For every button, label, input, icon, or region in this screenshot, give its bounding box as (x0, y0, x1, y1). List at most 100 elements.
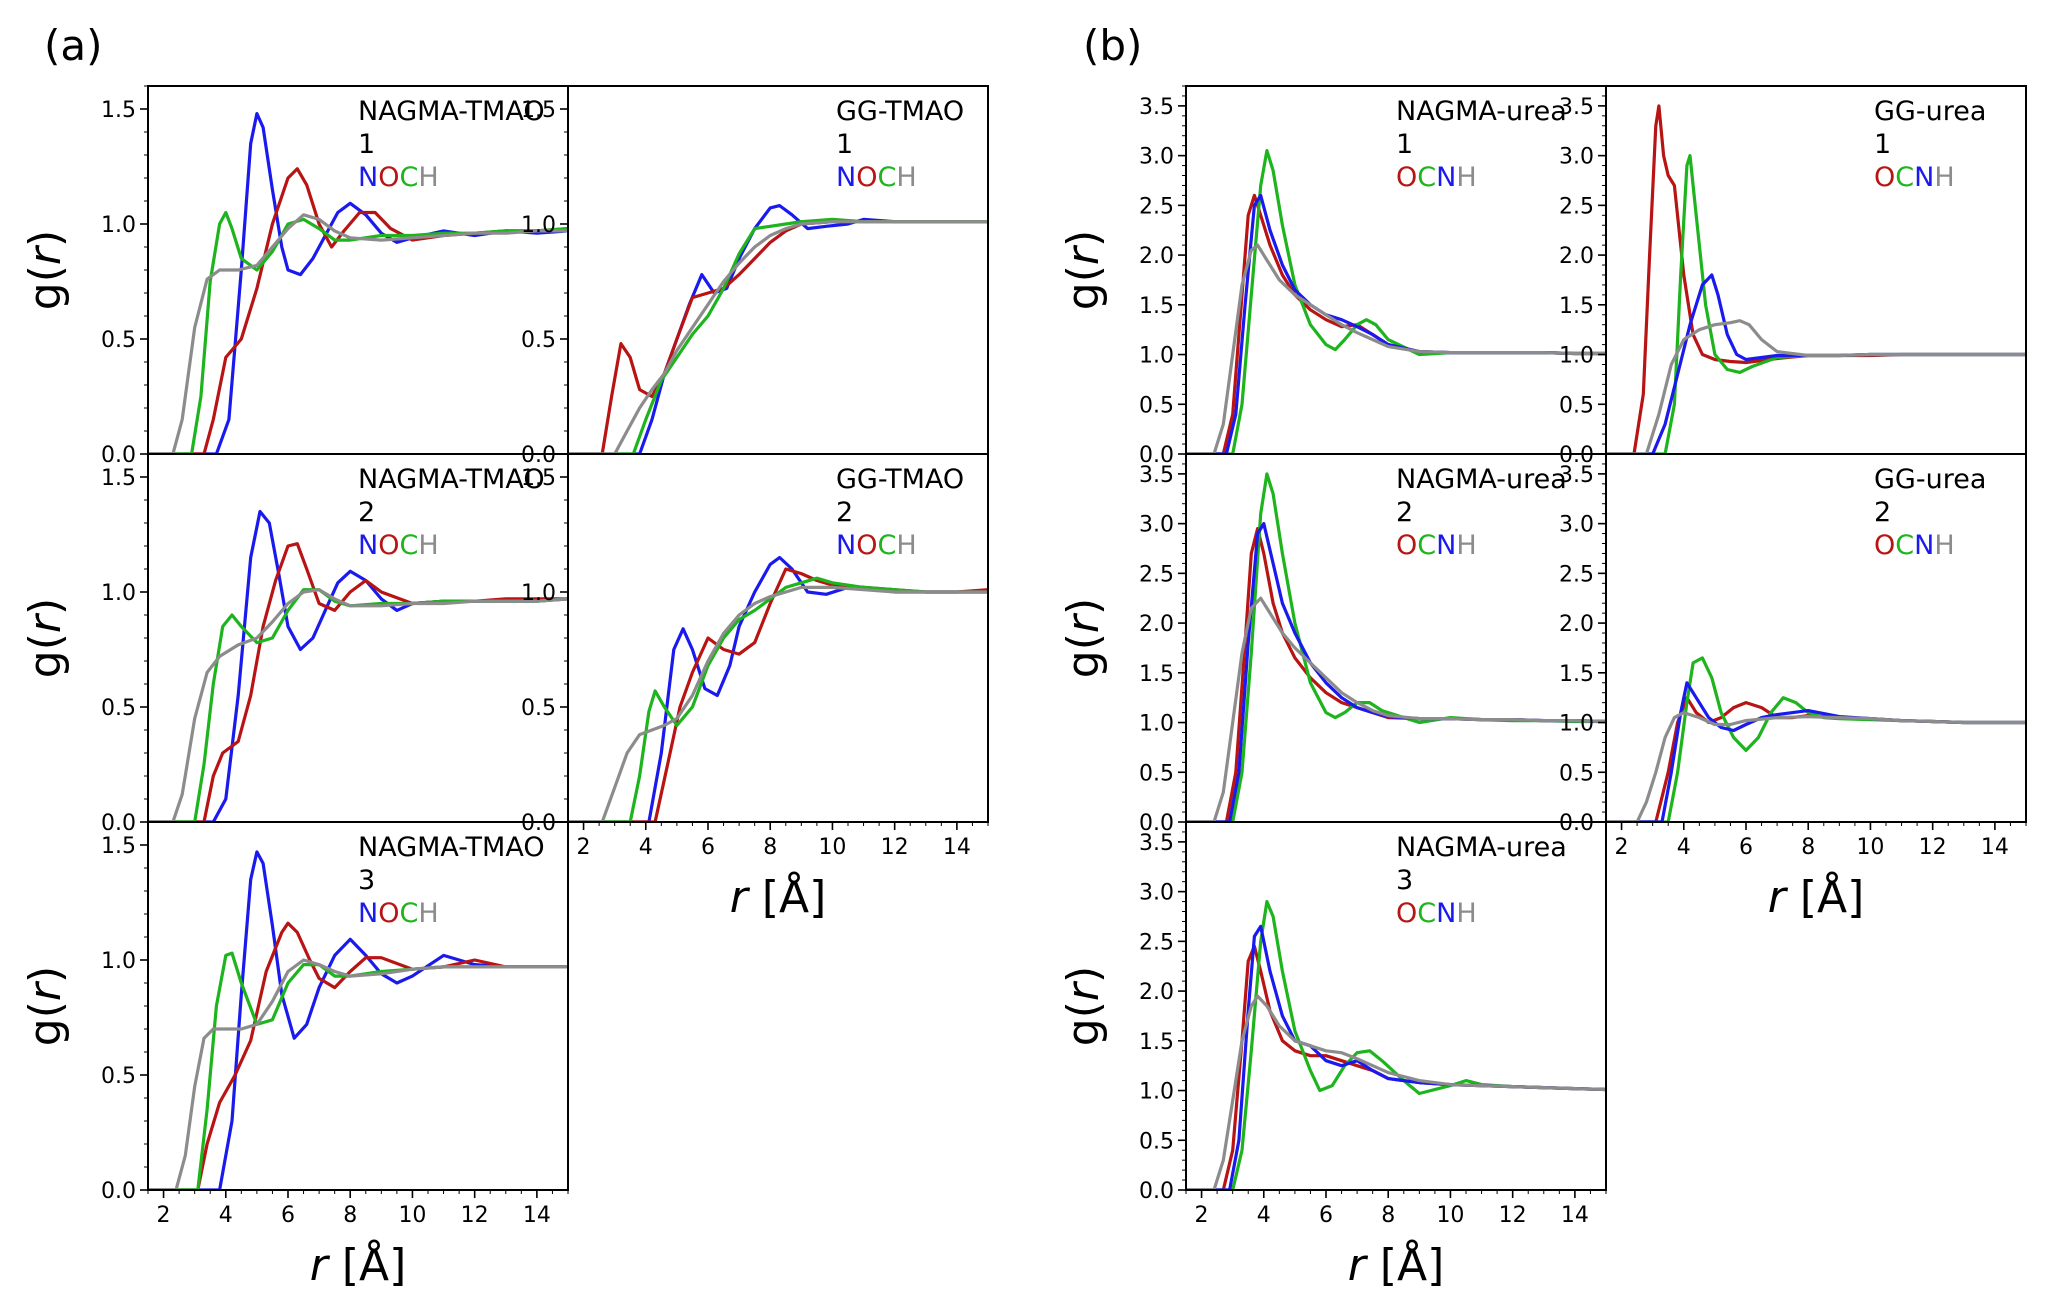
ytick-label-a1-3: 1.5 (101, 98, 136, 123)
xtick-label-b5-5: 12 (1919, 835, 1947, 860)
subplot-b3: 0.0 0.5 1.0 1.5 2.0 2.5 3.0 3.5 2 4 6 8 10 12 14 r [Å] g… (1058, 821, 1607, 1291)
ytick-label-a2-0: 0.0 (101, 811, 136, 836)
legend-entry-a2-C: C (399, 530, 418, 561)
subplot-title-b5-0: GG-urea (1874, 464, 1986, 495)
ytick-label-b2-2: 1.0 (1139, 712, 1174, 737)
subplot-title-b4-0: GG-urea (1874, 96, 1986, 127)
xtick-label-b5-2: 6 (1739, 835, 1753, 860)
legend-entry-b2-H: H (1456, 530, 1476, 561)
ytick-label-a2-1: 0.5 (101, 696, 136, 721)
legend-entry-b3-O: O (1396, 898, 1417, 929)
legend-entry-a5-C: C (877, 530, 896, 561)
xtick-label-a5-6: 14 (943, 835, 971, 860)
ytick-label-b1-0: 0.0 (1139, 443, 1174, 468)
ytick-label-a1-2: 1.0 (101, 213, 136, 238)
xtick-label-b5-0: 2 (1615, 835, 1629, 860)
legend-entry-b2-C: C (1417, 530, 1436, 561)
y-axis-label-a2: g(r) (20, 598, 71, 678)
ytick-label-b4-2: 1.0 (1559, 344, 1594, 369)
plot-frame-a4 (567, 85, 989, 455)
subplot-a3: 0.0 0.5 1.0 1.5 2 4 6 8 10 12 14 r [Å] g(r) NAGMA-TMA… (20, 821, 569, 1291)
series-line-a5-C (568, 576, 988, 822)
legend-entry-b4-C: C (1895, 162, 1914, 193)
y-axis-label-b1: g(r) (1058, 230, 1109, 310)
legend-a4: NOCH (836, 162, 917, 193)
y-axis-label-a3: g(r) (20, 966, 71, 1046)
series-line-b1-H (1186, 243, 1606, 454)
legend-entry-b2-O: O (1396, 530, 1417, 561)
series-line-b1-C (1186, 149, 1606, 454)
subplot-title-b5-1: 2 (1874, 497, 1891, 528)
subplot-title-b4-1: 1 (1874, 129, 1891, 160)
x-axis-label-b5: r [Å] (1768, 870, 1865, 923)
ytick-label-b1-2: 1.0 (1139, 344, 1174, 369)
legend-entry-a3-H: H (418, 898, 438, 929)
legend-entry-b1-O: O (1396, 162, 1417, 193)
ytick-label-b4-1: 0.5 (1559, 393, 1594, 418)
legend-entry-a4-C: C (877, 162, 896, 193)
series-line-a2-H (148, 588, 568, 822)
ytick-label-a3-1: 0.5 (101, 1064, 136, 1089)
series-line-a3-N (148, 850, 568, 1190)
xtick-label-b5-4: 10 (1856, 835, 1884, 860)
xtick-label-a5-5: 12 (881, 835, 909, 860)
ytick-label-a3-3: 1.5 (101, 834, 136, 859)
series-line-a1-O (148, 167, 568, 454)
legend-entry-b4-N: N (1914, 162, 1934, 193)
legend-entry-b3-H: H (1456, 898, 1476, 929)
series-line-a1-C (148, 210, 568, 454)
series-line-a3-O (148, 921, 568, 1190)
legend-entry-a2-O: O (378, 530, 399, 561)
plot-frame-b3 (1185, 821, 1607, 1191)
series-line-a5-O (568, 567, 988, 822)
ytick-label-a5-2: 1.0 (521, 581, 556, 606)
legend-a3: NOCH (358, 898, 439, 929)
series-line-a2-O (148, 542, 568, 822)
series-line-b4-H (1606, 319, 2026, 454)
legend-entry-a2-H: H (418, 530, 438, 561)
ytick-label-b2-3: 1.5 (1139, 662, 1174, 687)
ytick-label-b1-1: 0.5 (1139, 393, 1174, 418)
ytick-label-a4-0: 0.0 (521, 443, 556, 468)
legend-entry-b5-H: H (1934, 530, 1954, 561)
ytick-label-b3-5: 2.5 (1139, 930, 1174, 955)
ytick-label-b2-6: 3.0 (1139, 513, 1174, 538)
legend-entry-b1-N: N (1436, 162, 1456, 193)
legend-a5: NOCH (836, 530, 917, 561)
legend-entry-b5-N: N (1914, 530, 1934, 561)
legend-entry-b1-C: C (1417, 162, 1436, 193)
legend-entry-a4-N: N (836, 162, 856, 193)
subplot-title-b3-0: NAGMA-urea (1396, 832, 1567, 863)
ytick-label-b2-1: 0.5 (1139, 761, 1174, 786)
legend-entry-b5-C: C (1895, 530, 1914, 561)
xtick-label-b3-5: 12 (1499, 1203, 1527, 1228)
legend-entry-a5-H: H (896, 530, 916, 561)
ytick-label-b5-5: 2.5 (1559, 562, 1594, 587)
y-axis-label-b3: g(r) (1058, 966, 1109, 1046)
series-line-a3-C (148, 951, 568, 1190)
series-line-a3-H (148, 958, 568, 1190)
subplot-title-b3-1: 3 (1396, 865, 1413, 896)
panel-label-b: (b) (1083, 21, 1142, 70)
legend-b1: OCNH (1396, 162, 1477, 193)
ytick-label-b3-4: 2.0 (1139, 980, 1174, 1005)
ytick-label-a2-3: 1.5 (101, 466, 136, 491)
legend-entry-a5-O: O (856, 530, 877, 561)
series-line-b2-H (1186, 596, 1606, 822)
x-axis-label-b3: r [Å] (1348, 1238, 1445, 1291)
legend-entry-a5-N: N (836, 530, 856, 561)
xtick-label-b5-3: 8 (1801, 835, 1815, 860)
ytick-label-b1-7: 3.5 (1139, 95, 1174, 120)
ytick-label-b5-7: 3.5 (1559, 463, 1594, 488)
ytick-label-b3-0: 0.0 (1139, 1179, 1174, 1204)
series-line-a5-N (568, 555, 988, 822)
series-line-a1-H (148, 213, 568, 454)
ytick-label-a4-1: 0.5 (521, 328, 556, 353)
ytick-label-a4-2: 1.0 (521, 213, 556, 238)
subplot-title-a2-0: NAGMA-TMAO (358, 464, 545, 495)
series-line-a4-H (568, 220, 988, 454)
